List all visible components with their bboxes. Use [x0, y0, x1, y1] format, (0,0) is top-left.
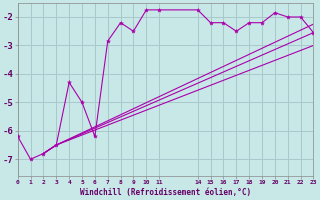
- X-axis label: Windchill (Refroidissement éolien,°C): Windchill (Refroidissement éolien,°C): [80, 188, 251, 197]
